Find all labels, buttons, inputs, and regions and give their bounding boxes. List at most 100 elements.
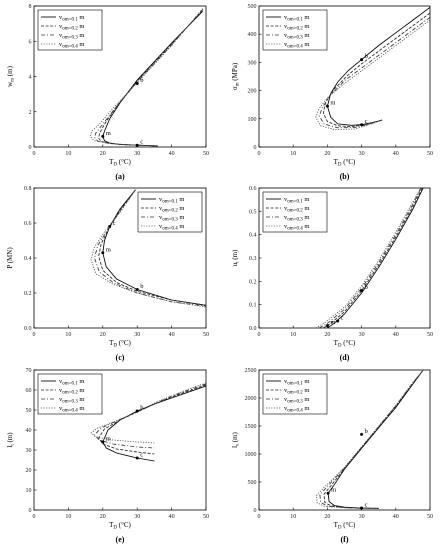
y-tick-label: 0.6 bbox=[24, 221, 32, 227]
series-line-2 bbox=[323, 188, 423, 328]
series-line-1 bbox=[102, 385, 206, 462]
x-tick-label: 10 bbox=[65, 514, 71, 520]
y-tick-label: 2000 bbox=[245, 396, 257, 402]
x-tick-label: 20 bbox=[324, 151, 330, 157]
marker-label-m: m bbox=[330, 100, 335, 107]
y-tick-label: 100 bbox=[248, 117, 257, 123]
series-line-4 bbox=[315, 19, 430, 130]
x-tick-label: 40 bbox=[169, 514, 175, 520]
series-line-3 bbox=[93, 383, 206, 449]
y-tick-label: 2500 bbox=[245, 368, 257, 374]
x-tick-label: 0 bbox=[258, 514, 261, 520]
marker-point-m bbox=[325, 324, 329, 328]
panel-label: (a) bbox=[115, 172, 125, 181]
legend-entry-2: vom=0.2 m bbox=[159, 205, 184, 214]
series-line-2 bbox=[98, 384, 206, 455]
marker-label-c: c bbox=[140, 139, 143, 146]
x-tick-label: 20 bbox=[324, 514, 330, 520]
series-line-3 bbox=[318, 16, 430, 129]
marker-label-b: b bbox=[365, 53, 368, 60]
legend-entry-4: vom=0.4 m bbox=[59, 405, 84, 414]
y-tick-label: 500 bbox=[248, 4, 257, 10]
x-tick-label: 50 bbox=[427, 332, 433, 338]
y-tick-label: 70 bbox=[26, 368, 32, 374]
y-tick-label: 50 bbox=[26, 408, 32, 414]
x-tick-label: 50 bbox=[427, 514, 433, 520]
legend-entry-3: vom=0.3 m bbox=[284, 396, 309, 405]
chart-panel-5: 0 10 20 30 40 50 0 10 20 30 40 50 60 70 TD (°C) lt (m) (… bbox=[6, 368, 209, 544]
legend-entry-1: vom=0.1 m bbox=[59, 378, 84, 387]
x-tick-label: 30 bbox=[359, 514, 365, 520]
y-axis-label: σm (MPa) bbox=[231, 62, 241, 90]
y-tick-label: 0.0 bbox=[24, 326, 32, 332]
y-axis-label: ut (m) bbox=[231, 249, 241, 266]
marker-label-b: b bbox=[365, 428, 368, 435]
x-tick-label: 10 bbox=[65, 151, 71, 157]
series-line-2 bbox=[323, 370, 424, 509]
y-axis-label: P (MN) bbox=[6, 247, 14, 269]
y-tick-label: 0.2 bbox=[24, 291, 32, 297]
y-tick-label: 0.4 bbox=[249, 233, 257, 239]
marker-label-c: c bbox=[113, 220, 116, 227]
x-tick-label: 50 bbox=[203, 514, 209, 520]
marker-point-c bbox=[336, 319, 340, 323]
legend-entry-2: vom=0.2 m bbox=[59, 23, 84, 32]
panel-label: (e) bbox=[116, 535, 125, 544]
y-tick-label: 30 bbox=[26, 448, 32, 454]
x-tick-label: 40 bbox=[393, 514, 399, 520]
x-axis-label: TD (°C) bbox=[109, 339, 131, 349]
legend-entry-4: vom=0.4 m bbox=[284, 405, 309, 414]
series-line-4 bbox=[90, 189, 206, 308]
marker-label-m: m bbox=[106, 246, 111, 253]
marker-point-b bbox=[360, 58, 364, 62]
marker-point-b bbox=[360, 432, 364, 436]
marker-point-c bbox=[360, 506, 364, 510]
legend-entry-2: vom=0.2 m bbox=[284, 387, 309, 396]
panel-label: (b) bbox=[340, 172, 350, 181]
y-tick-label: 0.4 bbox=[24, 256, 32, 262]
marker-label-c: c bbox=[140, 452, 143, 459]
y-tick-label: 2 bbox=[29, 110, 32, 116]
y-tick-label: 0.1 bbox=[249, 303, 257, 309]
x-axis-label: TD (°C) bbox=[334, 339, 356, 349]
x-tick-label: 40 bbox=[393, 151, 399, 157]
x-tick-label: 10 bbox=[290, 332, 296, 338]
plot-frame bbox=[258, 5, 431, 148]
legend-entry-2: vom=0.2 m bbox=[284, 23, 309, 32]
chart-panel-3: 0 10 20 30 40 50 0.0 0.2 0.4 0.6 0.8 TD (°C) P (MN) (… bbox=[6, 186, 209, 362]
x-tick-label: 20 bbox=[100, 332, 106, 338]
marker-point-c bbox=[135, 143, 139, 147]
y-axis-label: wm (m) bbox=[6, 65, 16, 86]
legend-entry-1: vom=0.1 m bbox=[284, 196, 309, 205]
x-tick-label: 0 bbox=[258, 151, 261, 157]
x-axis-label: TD (°C) bbox=[109, 521, 131, 531]
x-tick-label: 30 bbox=[134, 151, 140, 157]
marker-point-m bbox=[326, 491, 330, 495]
y-tick-label: 0 bbox=[29, 145, 32, 151]
panel-label: (c) bbox=[116, 353, 125, 362]
y-tick-label: 6 bbox=[29, 39, 32, 45]
marker-point-b bbox=[135, 409, 139, 413]
x-tick-label: 30 bbox=[134, 514, 140, 520]
y-tick-label: 0 bbox=[254, 145, 257, 151]
legend-box bbox=[262, 191, 328, 233]
x-tick-label: 30 bbox=[359, 151, 365, 157]
series-line-1 bbox=[327, 370, 424, 509]
series-line-1 bbox=[326, 7, 430, 126]
x-tick-label: 50 bbox=[203, 151, 209, 157]
plot-frame bbox=[33, 369, 207, 511]
legend-entry-3: vom=0.3 m bbox=[159, 214, 184, 223]
y-tick-label: 20 bbox=[26, 468, 32, 474]
y-tick-label: 500 bbox=[248, 480, 257, 486]
x-tick-label: 40 bbox=[393, 332, 399, 338]
y-tick-label: 0 bbox=[254, 508, 257, 514]
y-tick-label: 0.0 bbox=[249, 326, 257, 332]
marker-point-m bbox=[101, 440, 105, 444]
x-tick-label: 40 bbox=[169, 151, 175, 157]
marker-label-c: c bbox=[365, 502, 368, 509]
series-line-3 bbox=[318, 188, 422, 328]
